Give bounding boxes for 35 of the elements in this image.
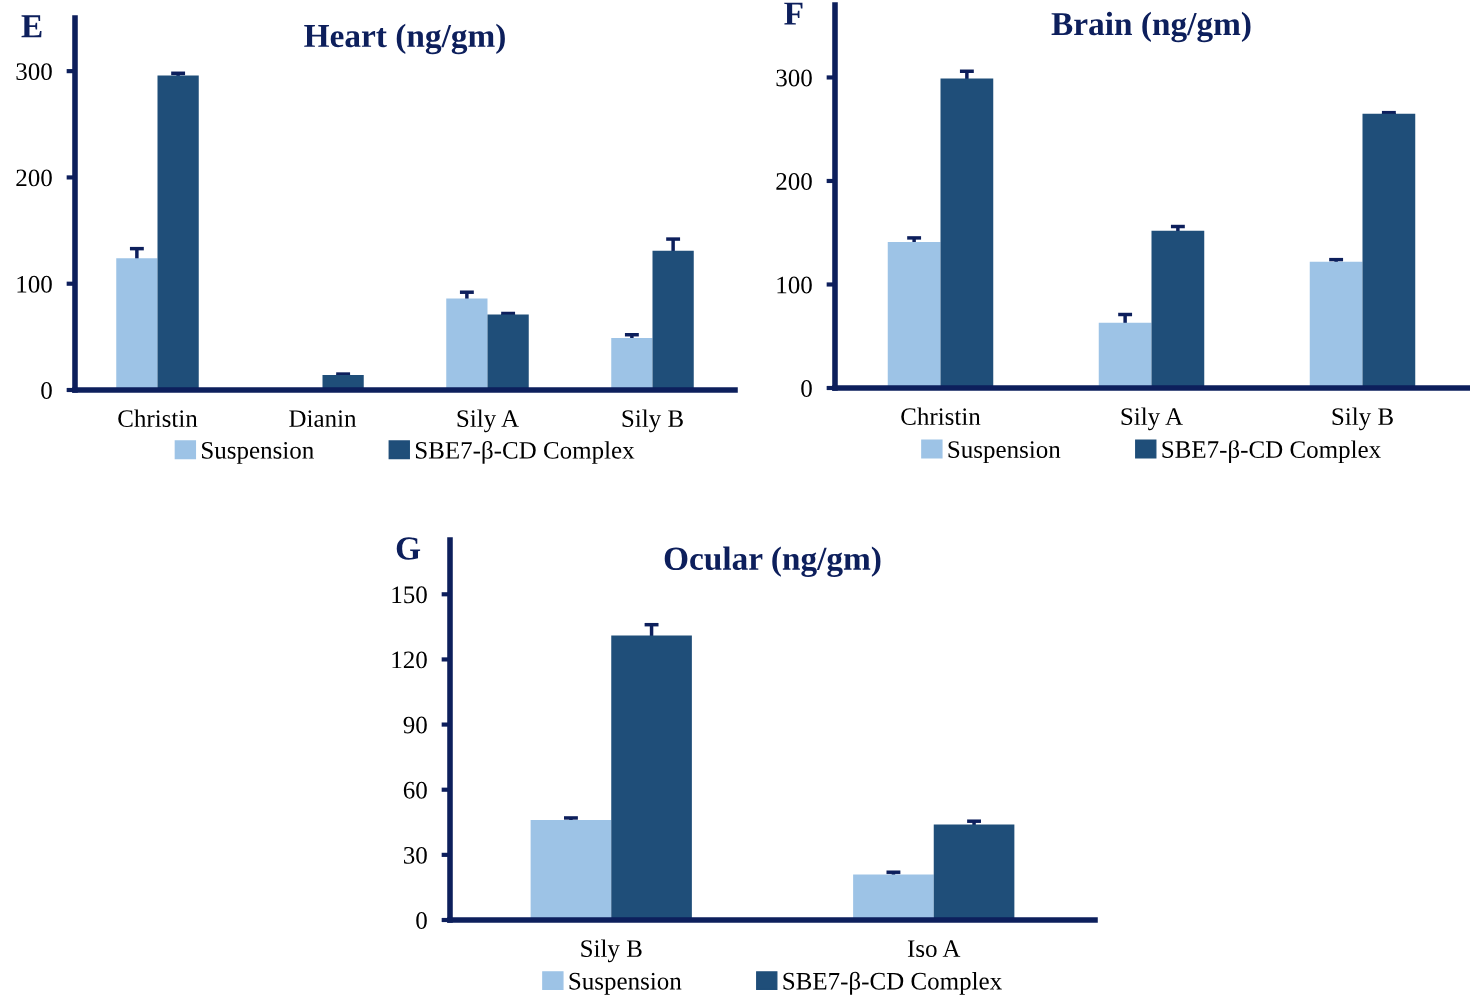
legend-label: SBE7-β-CD Complex bbox=[1162, 440, 1381, 464]
legend-label: SBE7-β-CD Complex bbox=[415, 440, 635, 464]
x-tick-label: Christin bbox=[118, 409, 198, 428]
y-tick-label: 0 bbox=[41, 382, 52, 399]
x-tick-label: Dianin bbox=[289, 410, 357, 428]
chart-title: Ocular (ng/gm) bbox=[664, 546, 881, 578]
x-tick-label: Iso A bbox=[907, 940, 961, 958]
text: G bbox=[396, 537, 421, 560]
legend-label: Suspension bbox=[948, 441, 1061, 464]
text: E bbox=[21, 15, 42, 38]
x-tick-label: Sily A bbox=[457, 409, 519, 433]
chart-title: Heart (ng/gm) bbox=[304, 23, 505, 55]
x-tick-label: Christin bbox=[901, 407, 981, 426]
y-tick-label: 150 bbox=[392, 586, 427, 604]
y-tick-label: 60 bbox=[403, 781, 427, 799]
x-tick-label: Sily B bbox=[581, 939, 642, 963]
x-tick-label: Sily A bbox=[1121, 407, 1183, 431]
x-tick-label: Sily B bbox=[1332, 407, 1393, 431]
x-tick-label: Sily B bbox=[622, 409, 683, 433]
y-tick-label: 90 bbox=[403, 716, 427, 734]
y-tick-label: 30 bbox=[403, 846, 427, 864]
y-tick-label: 300 bbox=[16, 63, 52, 81]
legend-label: SBE7-β-CD Complex bbox=[783, 971, 1002, 995]
chart-title: Brain (ng/gm) bbox=[1051, 11, 1251, 43]
y-tick-label: 100 bbox=[777, 276, 812, 294]
y-tick-label: 200 bbox=[776, 173, 812, 190]
legend-label: Suspension bbox=[569, 972, 682, 995]
y-tick-label: 0 bbox=[801, 380, 812, 397]
y-tick-label: 0 bbox=[416, 912, 427, 929]
y-tick-label: 300 bbox=[776, 69, 812, 87]
y-tick-label: 200 bbox=[16, 169, 52, 187]
y-tick-label: 120 bbox=[392, 651, 427, 669]
text: F bbox=[784, 2, 803, 25]
y-tick-label: 100 bbox=[17, 275, 52, 293]
legend-label: Suspension bbox=[202, 441, 314, 464]
